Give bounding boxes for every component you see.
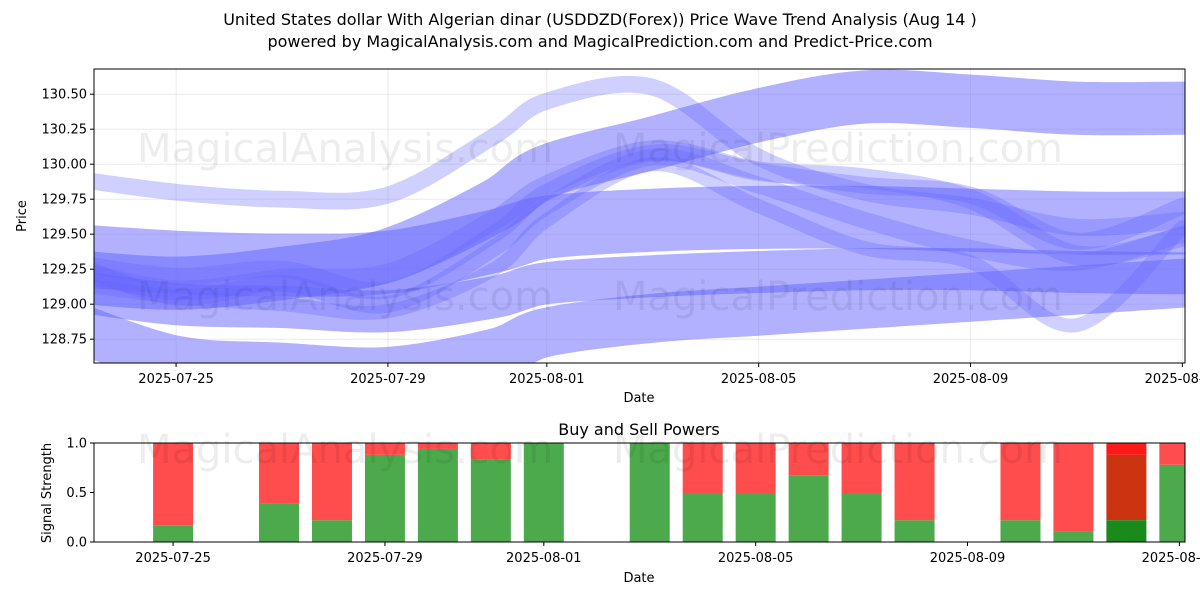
powers-y-ticks: 0.0 0.5 1.0: [66, 437, 94, 551]
powers-x-tick-label: 2025-08-01: [506, 551, 582, 566]
sell-bar: [470, 443, 511, 460]
powers-x-tick-label: 2025-07-29: [347, 551, 423, 566]
price-wave-line: [94, 144, 1185, 300]
powers-x-tick-label: 2025-08-13: [1142, 551, 1200, 566]
watermark-prediction: MagicalPrediction.com: [613, 274, 1063, 320]
price-x-tick-label: 2025-07-29: [350, 372, 426, 387]
buy-bar: [523, 443, 564, 542]
buy-bar: [311, 520, 352, 542]
buy-bar: [364, 454, 405, 542]
buy-bar: [1159, 464, 1185, 542]
buy-bar: [417, 448, 458, 542]
price-wave-line: [94, 140, 1185, 301]
price-x-tick-label: 2025-07-25: [138, 372, 214, 387]
powers-y-label: Signal Strength: [40, 443, 55, 543]
sell-bar: [364, 443, 405, 455]
price-x-tick-label: 2025-08-13: [1145, 372, 1200, 387]
sell-bar: [311, 443, 352, 521]
mixed-bar: [1106, 454, 1147, 521]
sell-bar: [841, 443, 882, 494]
watermarks-bottom: MagicalAnalysis.com MagicalPrediction.co…: [137, 427, 1063, 473]
watermark-prediction: MagicalPrediction.com: [613, 427, 1063, 473]
watermarks-top: MagicalAnalysis.com MagicalPrediction.co…: [137, 126, 1063, 320]
strong-buy-bar: [1106, 520, 1147, 542]
price-wave-line: [94, 157, 1185, 333]
price-plot-frame: [93, 68, 1186, 364]
buy-bar: [894, 520, 935, 542]
buy-bar: [1000, 520, 1041, 542]
powers-x-ticks: 2025-07-25 2025-07-29 2025-08-01 2025-08-05…: [135, 542, 1200, 566]
buy-bar: [788, 475, 829, 542]
sell-bar: [1159, 443, 1185, 465]
powers-y-tick-label: 0.0: [66, 536, 87, 551]
price-y-tick-label: 129.00: [42, 298, 88, 313]
sell-bar: [417, 443, 458, 449]
buy-bar: [841, 493, 882, 542]
buy-bar: [682, 493, 723, 542]
watermark-prediction: MagicalPrediction.com: [613, 126, 1063, 172]
price-y-label: Price: [15, 200, 30, 232]
price-y-tick-label: 129.25: [42, 263, 88, 278]
sell-bar: [153, 443, 194, 526]
price-x-ticks: 2025-07-25 2025-07-29 2025-08-01 2025-08-05…: [138, 363, 1200, 387]
price-y-ticks: 128.75 129.00 129.25 129.50 129.75 130.00 130.…: [42, 88, 94, 348]
price-y-tick-label: 129.75: [42, 193, 88, 208]
sell-bar: [735, 443, 776, 494]
chart-title: United States dollar With Algerian dinar…: [223, 10, 977, 29]
price-y-tick-label: 129.50: [42, 228, 88, 243]
sell-bar: [259, 443, 300, 504]
sell-bar: [788, 443, 829, 476]
powers-x-label: Date: [623, 571, 654, 586]
price-wave-line: [94, 247, 1185, 333]
price-x-tick-label: 2025-08-05: [721, 372, 797, 387]
watermark-analysis: MagicalAnalysis.com: [137, 126, 553, 172]
price-x-tick-label: 2025-08-09: [933, 372, 1009, 387]
buy-bar: [1053, 531, 1094, 542]
watermark-analysis: MagicalAnalysis.com: [137, 427, 553, 473]
powers-y-tick-label: 0.5: [66, 486, 87, 501]
price-waves: [94, 69, 1185, 363]
price-wave-line: [94, 258, 1185, 363]
price-y-tick-label: 130.00: [42, 158, 88, 173]
buy-bar: [629, 443, 670, 542]
sell-bar: [1053, 443, 1094, 532]
price-wave-line: [94, 148, 1185, 314]
price-y-tick-label: 130.25: [42, 123, 88, 138]
powers-x-tick-label: 2025-08-09: [930, 551, 1006, 566]
buy-bar: [153, 525, 194, 542]
powers-y-tick-label: 1.0: [66, 437, 87, 452]
price-y-tick-label: 130.50: [42, 88, 88, 103]
price-x-tick-label: 2025-08-01: [509, 372, 585, 387]
sell-bar: [894, 443, 935, 521]
sell-bar: [1000, 443, 1041, 521]
sell-bar: [682, 443, 723, 494]
powers-x-tick-label: 2025-07-25: [135, 551, 211, 566]
price-x-label: Date: [623, 391, 654, 406]
buy-bar: [735, 493, 776, 542]
price-wave-line: [94, 69, 1185, 310]
powers-x-tick-label: 2025-08-05: [718, 551, 794, 566]
powers-title: Buy and Sell Powers: [558, 420, 720, 439]
powers-bars: [153, 443, 1185, 542]
chart-subtitle: powered by MagicalAnalysis.com and Magic…: [267, 32, 933, 51]
buy-bar: [470, 459, 511, 542]
watermark-analysis: MagicalAnalysis.com: [137, 274, 553, 320]
buy-bar: [259, 503, 300, 542]
price-y-tick-label: 128.75: [42, 333, 88, 348]
strong-sell-bar: [1106, 443, 1147, 455]
price-wave-line: [94, 75, 1185, 236]
